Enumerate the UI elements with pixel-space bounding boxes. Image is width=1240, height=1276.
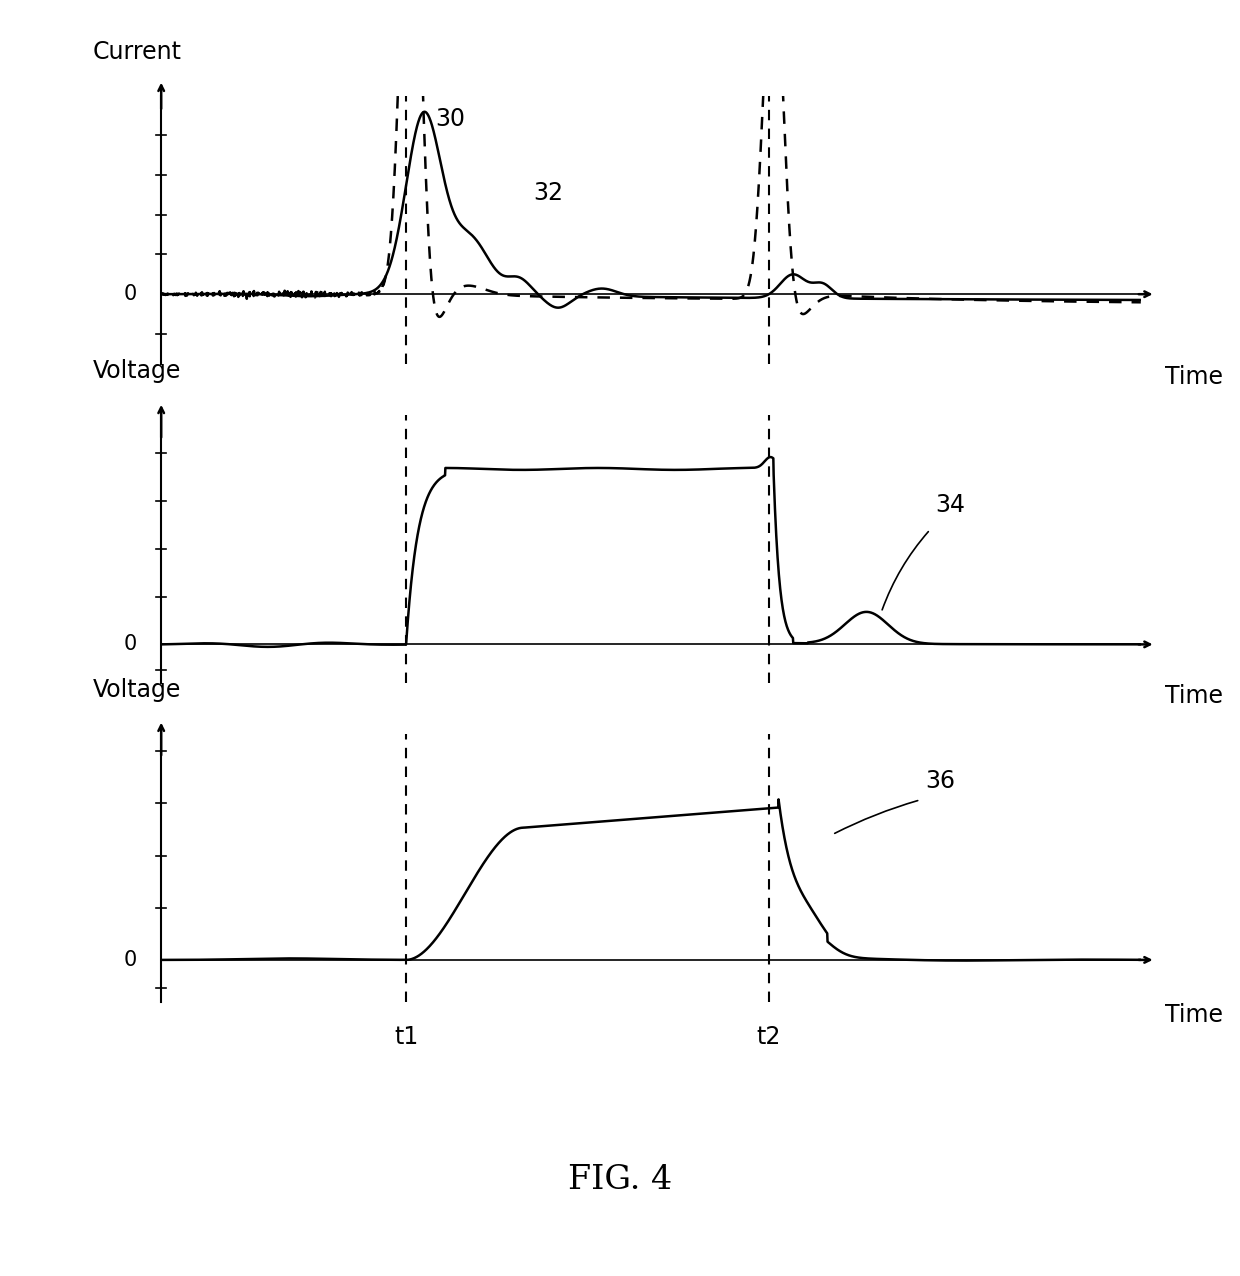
Text: 0: 0 (124, 285, 136, 304)
Text: Voltage: Voltage (93, 359, 181, 383)
Text: t1: t1 (394, 1025, 418, 1049)
Text: 0: 0 (124, 949, 136, 970)
Text: 0: 0 (124, 634, 136, 655)
Text: Voltage: Voltage (93, 678, 181, 702)
Text: Time: Time (1166, 365, 1224, 389)
Text: t2: t2 (756, 1025, 781, 1049)
Text: 34: 34 (935, 493, 965, 517)
Text: Time: Time (1166, 684, 1224, 708)
Text: Current: Current (93, 40, 181, 64)
Text: 30: 30 (435, 107, 465, 131)
Text: 36: 36 (925, 769, 955, 792)
Text: 32: 32 (533, 181, 563, 205)
Text: FIG. 4: FIG. 4 (568, 1164, 672, 1197)
Text: Time: Time (1166, 1003, 1224, 1027)
